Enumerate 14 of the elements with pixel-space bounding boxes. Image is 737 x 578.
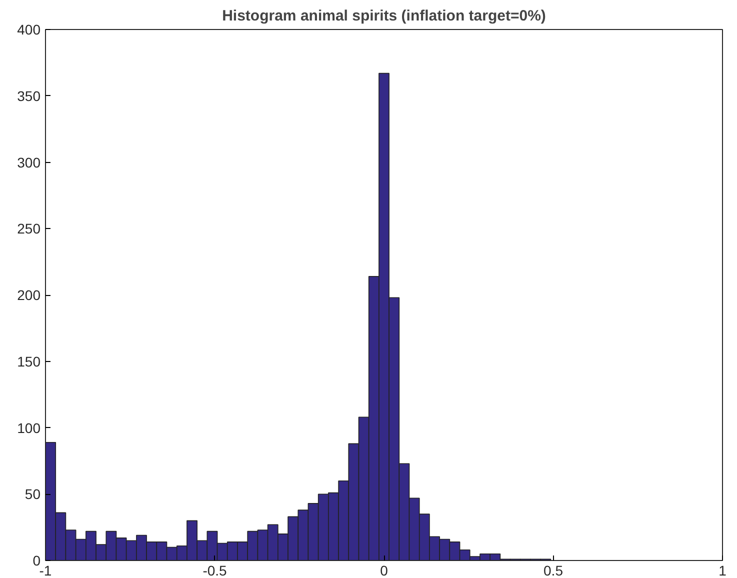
x-tick-label: 0.5 [544, 562, 564, 578]
chart-title: Histogram animal spirits (inflation target=0%) [222, 8, 546, 24]
y-tick-label: 50 [24, 486, 41, 502]
y-tick-label: 100 [17, 420, 41, 436]
y-tick-label: 200 [17, 287, 41, 303]
y-tick-label: 400 [17, 22, 41, 38]
x-tick-label: 1 [718, 562, 727, 578]
x-tick-label: -0.5 [202, 562, 228, 578]
x-tick-label: 0 [380, 562, 388, 578]
y-tick-label: 150 [17, 353, 41, 370]
y-tick-label: 300 [17, 154, 41, 170]
x-tick-label: -1 [39, 562, 52, 578]
y-tick-label: 250 [17, 220, 41, 237]
y-tick-label: 350 [17, 88, 41, 104]
